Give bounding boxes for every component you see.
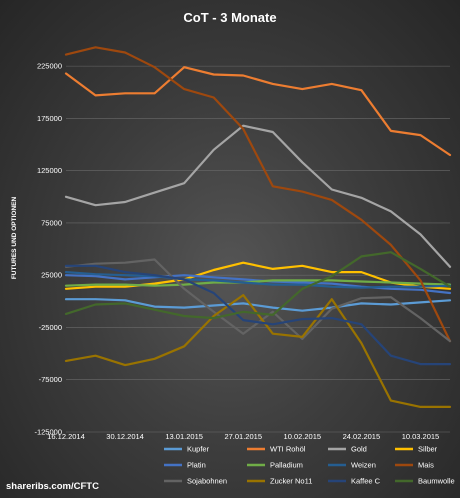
y-ticks: -125000 -75000 -25000 25000 75000 125000 17500…: [34, 62, 62, 437]
series-line-palladium: [64, 279, 452, 287]
y-tick-label: 225000: [37, 62, 62, 71]
y-tick-label: 25000: [41, 271, 62, 280]
legend-label-baumwolle: Baumwolle: [418, 477, 455, 486]
x-tick-label: 16.12.2014: [47, 432, 85, 441]
legend-label-sojabohnen: Sojabohnen: [187, 477, 227, 486]
legend-label-kaffee-c: Kaffee C: [351, 477, 381, 486]
series-line-kaffee-c: [64, 264, 452, 366]
x-tick-label: 10.02.2015: [284, 432, 322, 441]
source-label: shareribs.com/CFTC: [6, 481, 99, 492]
x-tick-label: 24.02.2015: [343, 432, 381, 441]
x-tick-label: 27.01.2015: [224, 432, 262, 441]
x-tick-label: 13.01.2015: [165, 432, 203, 441]
series-line-silber: [64, 261, 452, 290]
y-tick-label: 175000: [37, 114, 62, 123]
y-axis-label: FUTURES UND OPTIONEN: [11, 197, 18, 280]
series-line-wti-roh-l: [64, 66, 452, 157]
series-line-zucker-no11: [64, 294, 452, 408]
legend-label-silber: Silber: [418, 445, 438, 454]
legend: Kupfer WTI Rohöl Gold Silber Platin Palladium…: [164, 445, 455, 486]
x-tick-label: 10.03.2015: [402, 432, 440, 441]
source-suffix: ibs.com/CFTC: [35, 481, 99, 492]
legend-label-palladium: Palladium: [270, 461, 303, 470]
x-tick-label: 30.12.2014: [106, 432, 144, 441]
series-line-kupfer: [64, 298, 452, 312]
chart-title: CoT - 3 Monate: [183, 10, 276, 25]
y-tick-label: -75000: [39, 375, 62, 384]
y-tick-label: -25000: [39, 323, 62, 332]
grid-layer: [66, 65, 450, 433]
x-ticks: 16.12.2014 30.12.2014 13.01.2015 27.01.2015…: [47, 432, 439, 441]
legend-label-platin: Platin: [187, 461, 206, 470]
series-line-baumwolle: [64, 251, 452, 320]
legend-label-weizen: Weizen: [351, 461, 376, 470]
legend-label-mais: Mais: [418, 461, 434, 470]
series-line-mais: [64, 46, 452, 343]
y-tick-label: 75000: [41, 218, 62, 227]
legend-label-wti-roh-l: WTI Rohöl: [270, 445, 306, 454]
source-prefix: sharer: [6, 481, 35, 492]
legend-label-kupfer: Kupfer: [187, 445, 210, 454]
series-line-gold: [64, 124, 452, 268]
y-tick-label: 125000: [37, 166, 62, 175]
y-tick-label: -125000: [34, 428, 62, 437]
legend-label-gold: Gold: [351, 445, 367, 454]
legend-label-zucker-no11: Zucker No11: [270, 477, 312, 486]
series-layer: [64, 46, 452, 408]
series-line-weizen: [64, 271, 452, 289]
